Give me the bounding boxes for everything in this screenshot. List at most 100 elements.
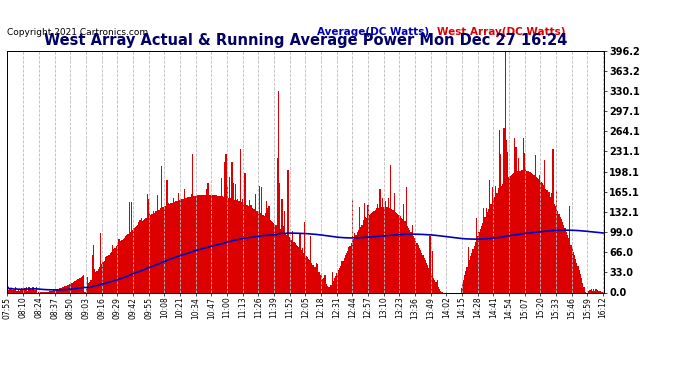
- Bar: [478, 232, 480, 292]
- Bar: [56, 290, 57, 292]
- Bar: [347, 251, 348, 292]
- Bar: [161, 166, 162, 292]
- Bar: [90, 280, 92, 292]
- Bar: [239, 149, 241, 292]
- Bar: [112, 244, 113, 292]
- Bar: [123, 239, 124, 292]
- Bar: [28, 287, 30, 292]
- Bar: [576, 262, 578, 292]
- Bar: [560, 217, 561, 292]
- Bar: [7, 287, 8, 292]
- Bar: [249, 200, 250, 292]
- Bar: [186, 198, 187, 292]
- Bar: [573, 252, 574, 292]
- Bar: [551, 193, 553, 292]
- Bar: [242, 199, 244, 292]
- Bar: [337, 270, 339, 292]
- Bar: [152, 211, 154, 292]
- Bar: [354, 233, 355, 292]
- Bar: [432, 251, 433, 292]
- Bar: [110, 254, 111, 292]
- Bar: [164, 206, 166, 292]
- Bar: [594, 291, 595, 292]
- Bar: [286, 235, 288, 292]
- Bar: [571, 248, 573, 292]
- Bar: [579, 270, 580, 292]
- Bar: [205, 195, 206, 292]
- Bar: [201, 195, 203, 292]
- Bar: [224, 162, 226, 292]
- Bar: [217, 195, 218, 292]
- Bar: [538, 179, 540, 292]
- Bar: [92, 255, 93, 292]
- Bar: [578, 267, 579, 292]
- Bar: [375, 210, 376, 292]
- Bar: [549, 192, 550, 292]
- Bar: [22, 290, 23, 292]
- Bar: [10, 288, 12, 292]
- Bar: [332, 272, 333, 292]
- Bar: [340, 266, 341, 292]
- Bar: [231, 162, 233, 292]
- Bar: [366, 218, 367, 292]
- Bar: [520, 171, 522, 292]
- Bar: [97, 269, 99, 292]
- Bar: [146, 194, 148, 292]
- Bar: [213, 195, 215, 292]
- Bar: [548, 192, 549, 292]
- Bar: [159, 208, 161, 292]
- Bar: [252, 208, 253, 292]
- Bar: [228, 198, 229, 292]
- Bar: [199, 195, 200, 292]
- Bar: [156, 211, 157, 292]
- Bar: [360, 226, 362, 292]
- Bar: [59, 288, 61, 292]
- Bar: [422, 255, 424, 292]
- Bar: [404, 221, 406, 292]
- Bar: [177, 193, 179, 292]
- Bar: [170, 203, 172, 292]
- Bar: [434, 280, 435, 292]
- Bar: [52, 291, 53, 292]
- Bar: [497, 188, 499, 292]
- Bar: [88, 283, 89, 292]
- Bar: [328, 287, 329, 292]
- Bar: [75, 281, 76, 292]
- Bar: [115, 246, 117, 292]
- Bar: [34, 290, 36, 292]
- Bar: [517, 171, 518, 292]
- Bar: [197, 195, 198, 292]
- Bar: [413, 236, 414, 292]
- Bar: [30, 288, 31, 292]
- Bar: [477, 236, 478, 292]
- Bar: [195, 196, 197, 292]
- Bar: [66, 286, 67, 292]
- Bar: [9, 289, 10, 292]
- Bar: [409, 230, 411, 292]
- Bar: [334, 278, 335, 292]
- Bar: [364, 204, 365, 292]
- Bar: [357, 232, 358, 292]
- Bar: [589, 290, 591, 292]
- Bar: [415, 241, 416, 292]
- Bar: [141, 221, 143, 292]
- Bar: [50, 291, 51, 292]
- Bar: [136, 226, 137, 292]
- Bar: [386, 207, 388, 292]
- Bar: [383, 207, 384, 292]
- Bar: [200, 195, 201, 292]
- Bar: [76, 280, 77, 292]
- Bar: [80, 278, 81, 292]
- Bar: [495, 186, 496, 292]
- Bar: [83, 275, 84, 292]
- Bar: [512, 174, 513, 292]
- Bar: [395, 211, 396, 292]
- Bar: [235, 184, 236, 292]
- Bar: [491, 187, 493, 292]
- Bar: [234, 200, 235, 292]
- Bar: [105, 257, 106, 292]
- Bar: [17, 291, 18, 292]
- Bar: [270, 221, 272, 292]
- Bar: [365, 217, 366, 292]
- Bar: [290, 238, 291, 292]
